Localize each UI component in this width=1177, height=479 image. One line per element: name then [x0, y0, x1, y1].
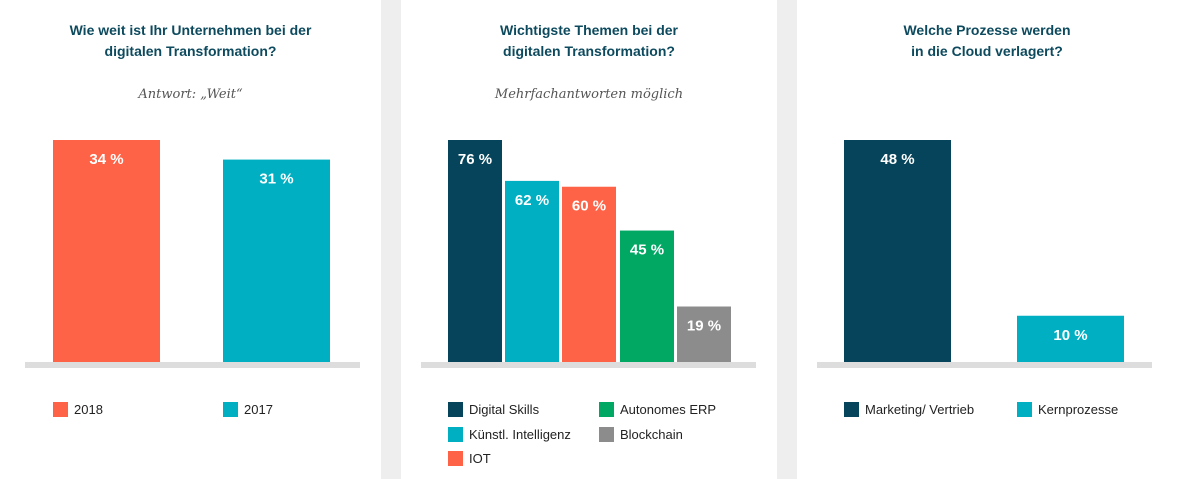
bar-2017 — [223, 159, 330, 362]
legend-label: Kernprozesse — [1038, 402, 1119, 417]
legend-label: 2018 — [74, 402, 103, 417]
legend-swatch — [844, 402, 859, 417]
bar-blockchain — [677, 306, 731, 362]
bar-chart: 34 % 31 % — [25, 140, 360, 368]
chart-panel-3: Welche Prozesse werden in die Cloud verl… — [797, 0, 1177, 479]
bar-value-label: 60 % — [572, 198, 606, 215]
chart-baseline — [25, 362, 360, 368]
chart-title-line: Welche Prozesse werden — [903, 22, 1071, 38]
chart-title-line: Wichtigste Themen bei der — [499, 22, 678, 38]
legend-item: Kernprozesse — [1017, 402, 1118, 417]
legend-item: IOT — [448, 451, 491, 466]
chart-title: Welche Prozesse werden in die Cloud verl… — [797, 20, 1177, 62]
legend-swatch — [448, 427, 463, 442]
legend-item: Digital Skills — [448, 402, 539, 417]
chart-baseline — [817, 362, 1152, 368]
bar-kernprozesse — [1017, 315, 1124, 362]
chart-title-line: digitalen Transformation? — [104, 43, 277, 59]
legend-swatch — [448, 451, 463, 466]
legend-item: Autonomes ERP — [599, 402, 716, 417]
chart-panel-1: Wie weit ist Ihr Unternehmen bei der dig… — [0, 0, 381, 479]
chart-title: Wichtigste Themen bei der digitalen Tran… — [401, 20, 777, 62]
chart-baseline — [421, 362, 756, 368]
bar-value-label: 34 % — [89, 151, 123, 168]
bar-value-label: 62 % — [515, 192, 549, 209]
legend-label: Digital Skills — [469, 402, 540, 417]
bar-2018 — [53, 140, 160, 362]
legend-swatch — [53, 402, 68, 417]
legend-swatch — [448, 402, 463, 417]
bar-value-label: 76 % — [458, 151, 492, 168]
bar-chart: 76 % 62 % 60 % 45 % 19 % — [421, 140, 756, 368]
bar-value-label: 48 % — [880, 151, 914, 168]
legend-swatch — [1017, 402, 1032, 417]
legend-label: Marketing/ Vertrieb — [865, 402, 975, 417]
legend-item: Künstl. Intelligenz — [448, 427, 571, 442]
legend-label: IOT — [469, 451, 491, 466]
legend-swatch — [599, 427, 614, 442]
legend-item: 2017 — [223, 402, 273, 417]
legend-swatch — [223, 402, 238, 417]
chart-title-line: Wie weit ist Ihr Unternehmen bei der — [69, 22, 312, 38]
legend-label: Blockchain — [620, 427, 683, 442]
chart-subtitle: Antwort: „Weit“ — [138, 87, 243, 102]
legend-label: Autonomes ERP — [620, 402, 717, 417]
legend-item: 2018 — [53, 402, 103, 417]
chart-panel-2: Wichtigste Themen bei der digitalen Tran… — [401, 0, 777, 479]
legend-swatch — [599, 402, 614, 417]
bar-marketing-vertrieb — [844, 140, 951, 362]
chart-subtitle: Mehrfachantworten möglich — [494, 87, 684, 102]
chart-title-line: digitalen Transformation? — [503, 43, 675, 59]
bar-autonomes-erp — [620, 230, 674, 362]
legend-item: Marketing/ Vertrieb — [844, 402, 974, 417]
bar-value-label: 31 % — [259, 171, 293, 188]
bar-iot — [562, 186, 616, 362]
bar-value-label: 19 % — [687, 318, 721, 335]
chart-title: Wie weit ist Ihr Unternehmen bei der dig… — [0, 20, 381, 62]
bar-value-label: 45 % — [630, 242, 664, 259]
bar-digital-skills — [448, 140, 502, 362]
bar-chart: 48 % 10 % — [817, 140, 1152, 368]
chart-title-line: in die Cloud verlagert? — [911, 43, 1063, 59]
legend-item: Blockchain — [599, 427, 683, 442]
legend-label: 2017 — [244, 402, 273, 417]
panel-separator — [381, 0, 401, 479]
legend-label: Künstl. Intelligenz — [469, 427, 571, 442]
panel-separator — [777, 0, 797, 479]
bar-k-nstl-intelligenz — [505, 180, 559, 362]
bar-value-label: 10 % — [1053, 327, 1087, 344]
